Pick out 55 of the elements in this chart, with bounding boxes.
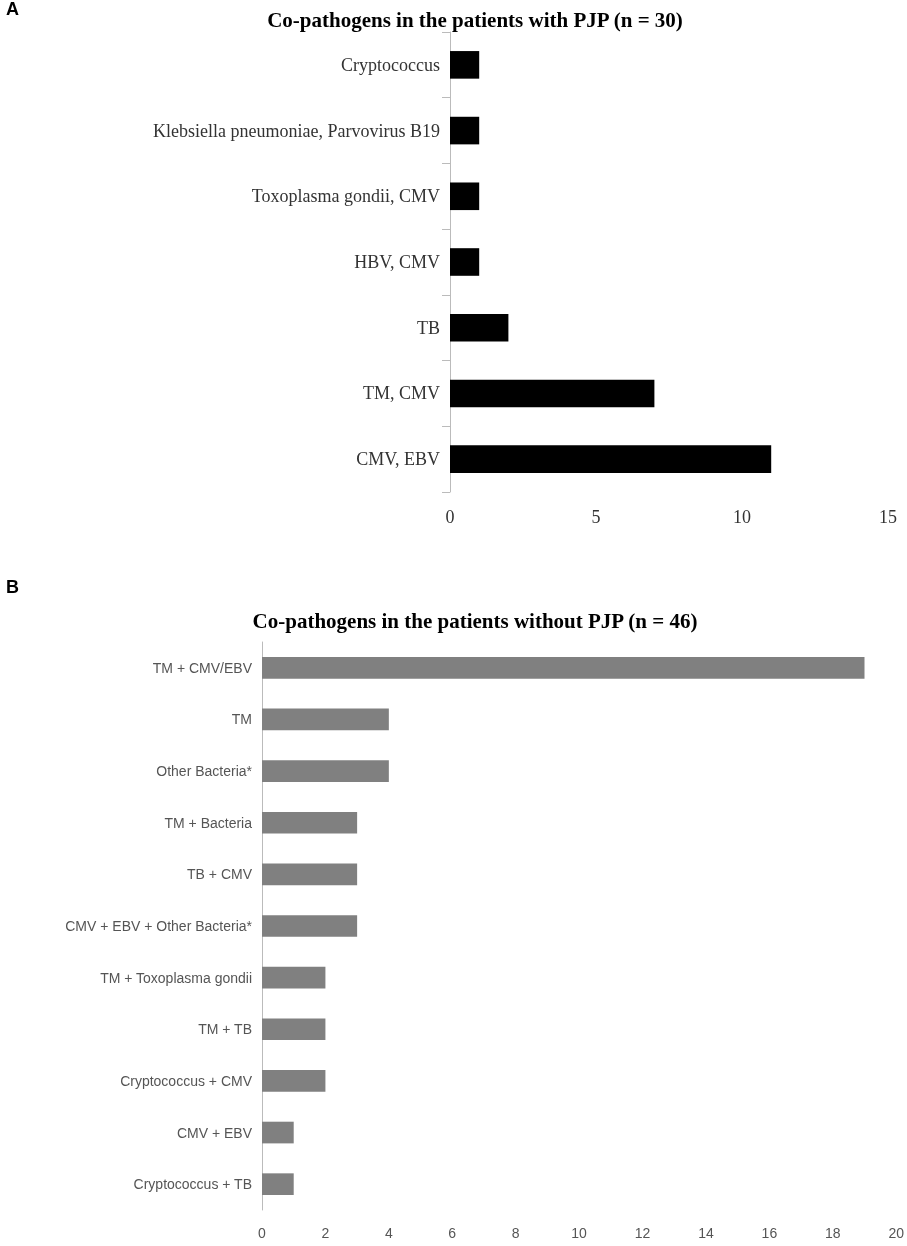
bar	[262, 760, 389, 782]
x-tick-label: 6	[448, 1225, 457, 1241]
x-tick-label: 0	[445, 507, 455, 527]
x-tick-label: 10	[571, 1225, 588, 1241]
y-tick-label: TM + Toxoplasma gondii	[100, 969, 252, 986]
x-tick-label: 4	[384, 1225, 393, 1241]
x-tick-label: 15	[879, 507, 897, 527]
bar	[450, 51, 480, 79]
bar	[450, 116, 480, 145]
bar	[262, 1173, 294, 1196]
bar	[262, 1070, 326, 1092]
x-tick-label: 10	[733, 507, 751, 527]
bar	[450, 313, 509, 342]
bar	[262, 656, 865, 679]
y-tick-label: Cryptococcus + CMV	[120, 1072, 253, 1089]
bar	[450, 379, 655, 408]
x-tick-label: 2	[321, 1225, 330, 1241]
bar	[450, 445, 772, 473]
x-tick-label: 5	[591, 507, 601, 527]
x-tick-label: 14	[698, 1225, 714, 1241]
text: B	[6, 577, 19, 597]
y-tick-label: CMV, EBV	[356, 449, 440, 470]
x-tick-label: 12	[634, 1225, 651, 1241]
y-tick-label: TM	[231, 711, 252, 728]
bar	[262, 915, 358, 937]
y-tick-label: CMV + EBV + Other Bacteria*	[65, 918, 253, 934]
chart-title: Co-pathogens in the patients with PJP (n = 30)	[267, 7, 683, 32]
x-tick-label: 18	[825, 1225, 841, 1241]
y-tick-label: TB + CMV	[187, 866, 253, 883]
bar	[262, 1018, 326, 1041]
x-tick-label: 8	[511, 1225, 520, 1241]
bar	[450, 182, 480, 211]
y-tick-label: Cryptococcus	[341, 54, 440, 75]
bar	[262, 708, 389, 731]
y-tick-label: TM + TB	[198, 1021, 252, 1038]
y-tick-label: CMV + EBV	[176, 1124, 253, 1141]
text: A	[6, 0, 19, 19]
x-tick-label: 16	[761, 1225, 778, 1241]
bar	[262, 966, 326, 989]
y-tick-label: TM + Bacteria	[164, 814, 253, 831]
bar	[262, 863, 358, 886]
bar	[262, 811, 358, 834]
y-tick-label: TB	[416, 317, 440, 338]
y-tick-label: Cryptococcus + TB	[133, 1176, 252, 1193]
y-tick-label: TM, CMV	[362, 383, 440, 404]
y-tick-label: Klebsiella pneumoniae, Parvovirus B19	[153, 120, 440, 141]
y-tick-label: HBV, CMV	[354, 252, 440, 272]
x-tick-label: 20	[888, 1225, 905, 1241]
y-tick-label: Toxoplasma gondii, CMV	[251, 186, 440, 207]
bar	[450, 248, 480, 276]
chart-title: Co-pathogens in the patients without PJP (n = 46)	[252, 608, 698, 633]
bar	[262, 1121, 294, 1144]
y-tick-label: TM + CMV/EBV	[152, 659, 253, 676]
x-tick-label: 0	[258, 1225, 267, 1241]
y-tick-label: Other Bacteria*	[156, 763, 253, 780]
